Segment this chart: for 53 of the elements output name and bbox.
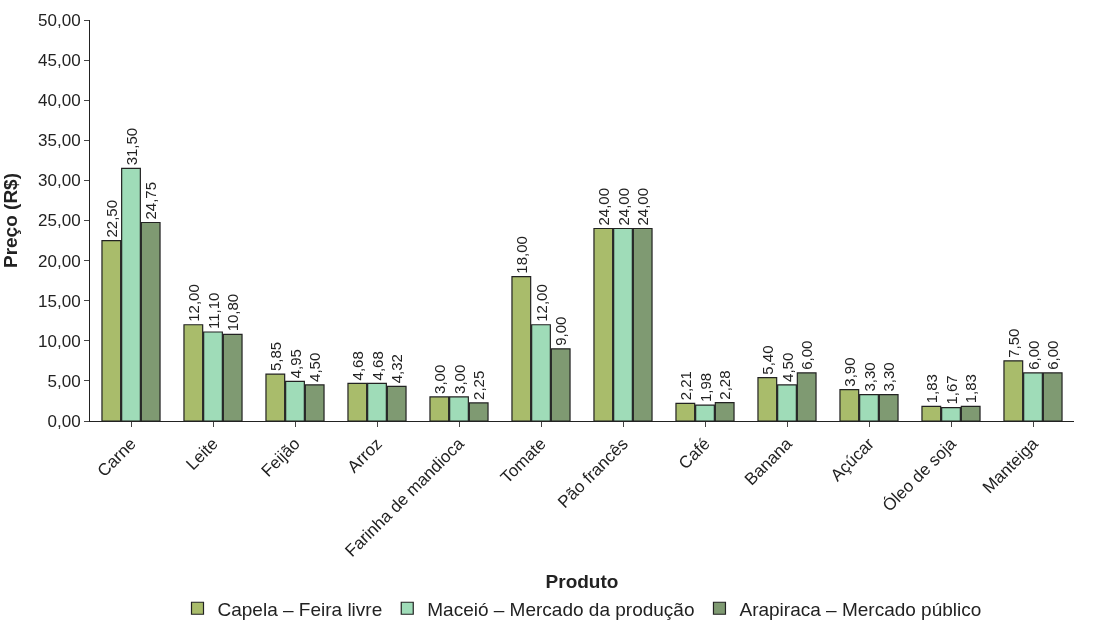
data-label: 24,75: [142, 181, 160, 220]
data-label: 12,00: [184, 284, 202, 322]
legend-label: Maceió – Mercado da produção: [427, 598, 695, 620]
data-label: 4,95: [286, 349, 304, 379]
data-label: 2,21: [676, 371, 694, 401]
data-label: 5,40: [758, 345, 776, 375]
data-label: 1,83: [922, 374, 940, 404]
legend-label: Arapiraca – Mercado público: [739, 598, 982, 620]
y-tick-label: 20,00: [38, 251, 81, 271]
data-label: 3,90: [840, 357, 858, 387]
y-tick-label: 40,00: [38, 91, 81, 111]
y-tick-label: 35,00: [38, 131, 81, 151]
data-label: 4,32: [388, 354, 406, 384]
data-label: 22,50: [102, 200, 120, 238]
data-label: 4,50: [306, 352, 324, 382]
data-label: 31,50: [122, 127, 140, 166]
x-tick-label: Óleo de soja: [878, 433, 961, 516]
data-label: 2,28: [716, 370, 734, 400]
data-label: 11,10: [204, 292, 222, 329]
y-tick-label: 30,00: [38, 171, 81, 191]
data-label: 4,68: [368, 351, 386, 381]
data-label: 4,68: [348, 351, 366, 381]
data-label: 3,30: [860, 362, 878, 392]
y-tick-label: 50,00: [38, 10, 81, 30]
data-label: 6,00: [1044, 340, 1062, 370]
data-label: 18,00: [512, 236, 530, 274]
data-label: 24,00: [594, 187, 612, 226]
data-label: 24,00: [614, 187, 632, 226]
data-label: 3,00: [430, 364, 448, 394]
data-label: 2,25: [470, 370, 488, 400]
data-label: 7,50: [1004, 328, 1022, 358]
y-tick-label: 45,00: [38, 51, 81, 71]
data-label: 10,80: [224, 293, 242, 332]
y-tick-label: 25,00: [38, 211, 81, 231]
y-tick-label: 15,00: [38, 291, 81, 311]
data-label: 1,83: [962, 374, 980, 404]
x-axis-title: Produto: [545, 571, 619, 593]
data-label: 6,00: [798, 340, 816, 370]
y-tick-label: 0,00: [47, 411, 81, 431]
data-label: 24,00: [634, 187, 652, 226]
data-label: 1,98: [696, 372, 714, 403]
data-label: 12,00: [532, 284, 550, 322]
y-tick-label: 5,00: [47, 371, 81, 391]
y-axis-title: Preço (R$): [0, 172, 21, 269]
y-tick-label: 10,00: [38, 331, 81, 351]
data-label: 3,30: [880, 362, 898, 392]
data-label: 5,85: [266, 341, 284, 372]
data-label: 4,50: [778, 352, 796, 382]
data-label: 3,00: [450, 364, 468, 394]
data-label: 6,00: [1024, 340, 1042, 370]
data-label: 9,00: [552, 316, 570, 346]
data-label: 1,67: [942, 375, 960, 405]
legend-label: Capela – Feira livre: [217, 598, 383, 620]
